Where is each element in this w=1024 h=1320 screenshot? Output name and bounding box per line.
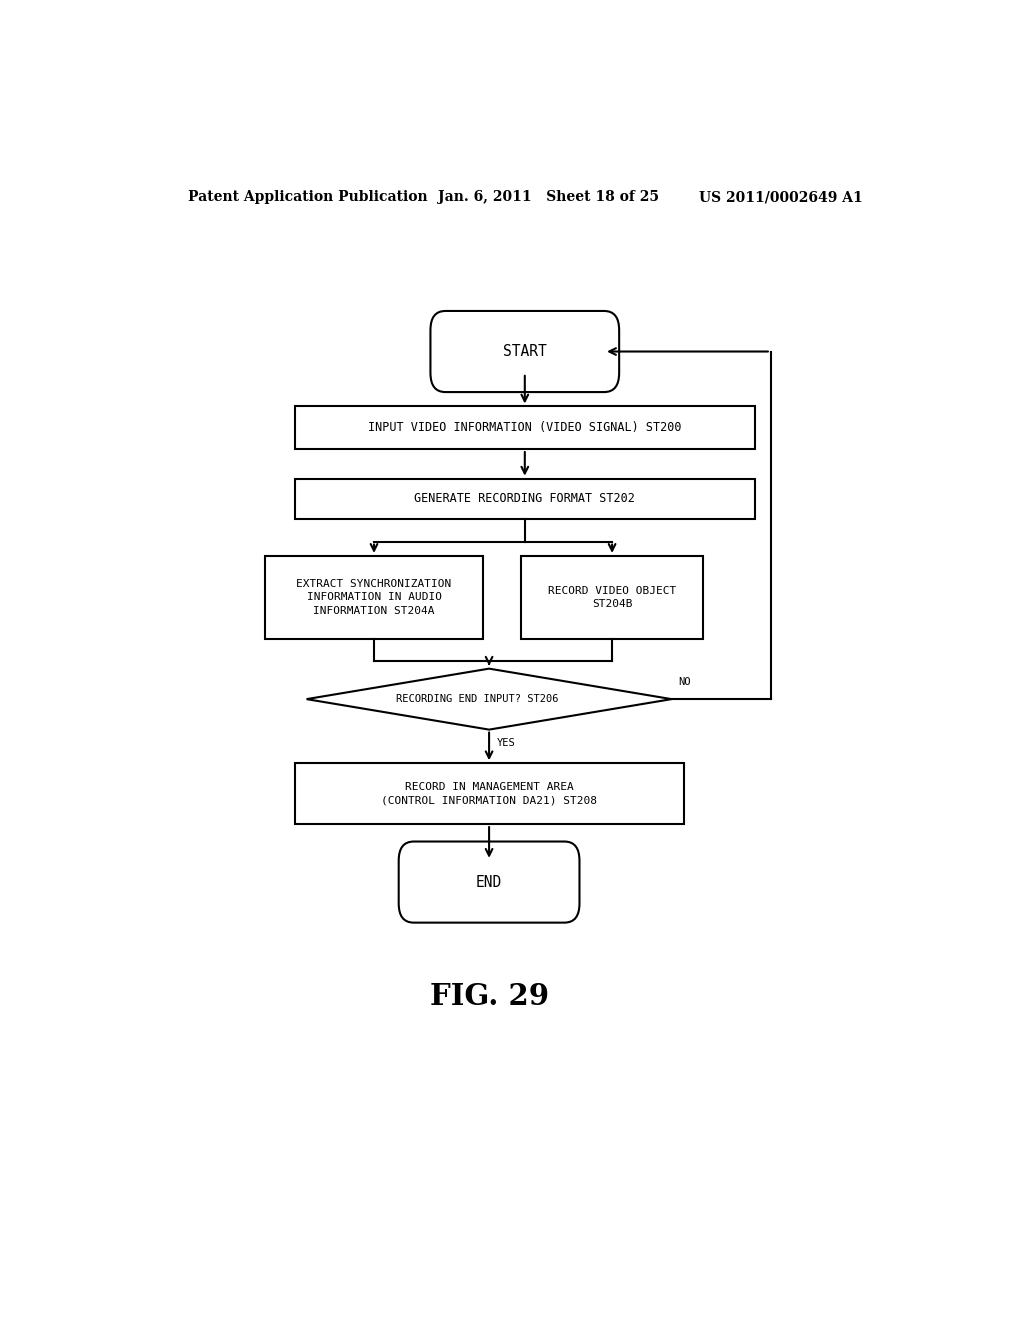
Bar xyxy=(295,407,755,449)
Text: RECORD IN MANAGEMENT AREA
(CONTROL INFORMATION DA21) ST208: RECORD IN MANAGEMENT AREA (CONTROL INFOR… xyxy=(381,781,597,805)
Text: NO: NO xyxy=(678,677,690,686)
FancyBboxPatch shape xyxy=(398,842,580,923)
Text: END: END xyxy=(476,875,502,890)
Polygon shape xyxy=(306,669,672,730)
Text: RECORD VIDEO OBJECT
ST204B: RECORD VIDEO OBJECT ST204B xyxy=(548,586,676,609)
Text: INPUT VIDEO INFORMATION (VIDEO SIGNAL) ST200: INPUT VIDEO INFORMATION (VIDEO SIGNAL) S… xyxy=(368,421,682,434)
Text: FIG. 29: FIG. 29 xyxy=(429,982,549,1011)
Bar xyxy=(521,556,703,639)
Bar xyxy=(295,479,755,519)
Bar xyxy=(295,763,684,824)
Text: EXTRACT SYNCHRONIZATION
INFORMATION IN AUDIO
INFORMATION ST204A: EXTRACT SYNCHRONIZATION INFORMATION IN A… xyxy=(296,579,452,615)
Text: US 2011/0002649 A1: US 2011/0002649 A1 xyxy=(699,190,863,205)
Bar xyxy=(265,556,483,639)
Text: Patent Application Publication: Patent Application Publication xyxy=(187,190,427,205)
Text: YES: YES xyxy=(497,738,516,748)
FancyBboxPatch shape xyxy=(430,312,620,392)
Text: RECORDING END INPUT? ST206: RECORDING END INPUT? ST206 xyxy=(396,694,558,704)
Text: START: START xyxy=(503,345,547,359)
Text: Jan. 6, 2011   Sheet 18 of 25: Jan. 6, 2011 Sheet 18 of 25 xyxy=(437,190,658,205)
Text: GENERATE RECORDING FORMAT ST202: GENERATE RECORDING FORMAT ST202 xyxy=(415,492,635,506)
